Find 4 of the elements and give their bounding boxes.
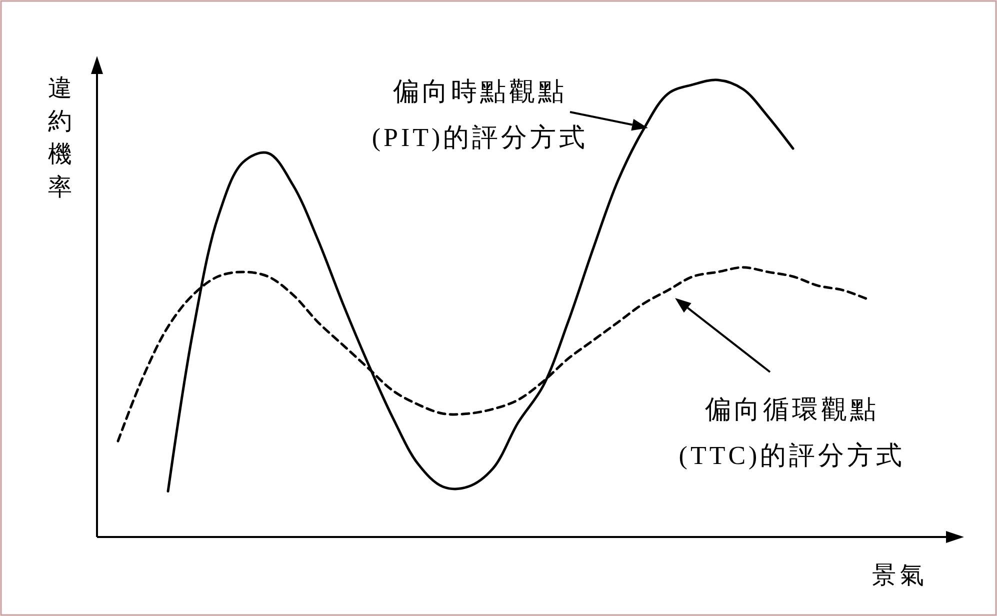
y-axis-title: 違約機率 xyxy=(48,76,72,201)
annotation: 偏向時點觀點 (PIT)的評分方式 xyxy=(372,77,588,152)
x-axis-title: 景氣 xyxy=(872,563,928,589)
annotation: 偏向循環觀點 (TTC)的評分方式 xyxy=(678,395,906,470)
